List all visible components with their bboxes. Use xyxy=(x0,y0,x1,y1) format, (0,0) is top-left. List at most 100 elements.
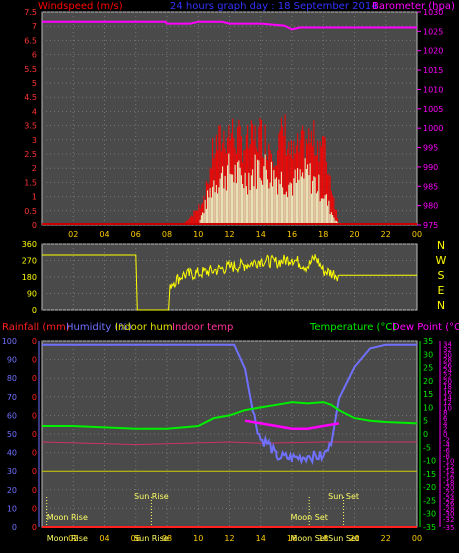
dewpoint-tick-label: 24 xyxy=(443,367,452,375)
p1-x-tick-label: 16 xyxy=(287,230,297,239)
barometer-axis-title: Barometer (hpa) xyxy=(372,1,455,12)
direction-tick-label: 270 xyxy=(22,257,37,266)
dewpoint-tick-label: -22 xyxy=(443,489,454,497)
dewpoint-tick-label: 10 xyxy=(443,404,452,412)
temperature-tick-label: 25 xyxy=(423,364,433,373)
humidity-tick-label: 20 xyxy=(7,486,17,495)
barometer-tick-label: 1015 xyxy=(423,66,443,75)
dewpoint-tick-label: -28 xyxy=(443,505,454,513)
dewpoint-tick-label: -18 xyxy=(443,479,454,487)
chart-title: 24 hours graph day : 18 September 2014 xyxy=(170,1,378,12)
sun-set-label-1: Sun Set xyxy=(328,492,359,501)
rainfall-tick-label: 0 xyxy=(32,449,37,458)
p3-x-tick-label: 04 xyxy=(99,534,109,543)
wind-tick-label: 5 xyxy=(32,79,37,88)
dewpoint-tick-label: 28 xyxy=(443,357,452,365)
barometer-tick-label: 1020 xyxy=(423,47,443,56)
wind-tick-label: 6 xyxy=(32,51,37,60)
p1-x-tick-label: 20 xyxy=(349,230,359,239)
p1-plot-area xyxy=(41,11,418,226)
barometer-tick-label: 975 xyxy=(423,221,438,230)
compass-letter: S xyxy=(438,269,445,282)
p3-x-tick-label: 18 xyxy=(318,534,328,543)
humidity-legend: Humidity (%) xyxy=(66,322,132,333)
dewpoint-tick-label: -35 xyxy=(443,524,454,532)
dewpoint-tick-label: 22 xyxy=(443,373,452,381)
direction-tick-label: 360 xyxy=(22,240,37,249)
dewpoint-tick-label: -14 xyxy=(443,468,455,476)
direction-tick-label: 180 xyxy=(22,273,37,282)
dewpoint-line xyxy=(244,419,340,430)
p3-x-tick-label: 16 xyxy=(287,534,297,543)
p1-x-tick-label: 14 xyxy=(256,230,266,239)
rainfall-tick-label: 0 xyxy=(32,430,37,439)
compass-letter: W xyxy=(436,254,447,267)
humidity-tick-label: 80 xyxy=(7,374,17,383)
direction-tick-label: 90 xyxy=(27,290,37,299)
barometer-tick-label: 990 xyxy=(423,163,438,172)
humidity-tick-label: 30 xyxy=(7,467,17,476)
temperature-tick-label: 0 xyxy=(423,430,428,439)
dewpoint-tick-label: 32 xyxy=(443,346,452,354)
humidity-tick-label: 50 xyxy=(7,430,17,439)
dewpoint-tick-label: -32 xyxy=(443,516,454,524)
humidity-tick-label: 0 xyxy=(12,523,17,532)
p3-x-tick-label: 08 xyxy=(162,534,172,543)
wind-tick-label: 0.5 xyxy=(24,207,37,216)
barometer-tick-label: 985 xyxy=(423,182,438,191)
barometer-tick-label: 980 xyxy=(423,202,438,211)
direction-tick-label: 0 xyxy=(32,306,37,315)
dewpoint-tick-label: 34 xyxy=(443,341,452,349)
barometer-tick-label: 1025 xyxy=(423,27,443,36)
dewpoint-tick-label: -26 xyxy=(443,500,455,508)
dewpoint-tick-label: 8 xyxy=(443,410,447,418)
dewpoint-tick-label: 18 xyxy=(443,383,452,391)
temperature-tick-label: -10 xyxy=(423,457,436,466)
p1-x-tick-label: 08 xyxy=(162,230,172,239)
p3-x-tick-label: 00 xyxy=(412,534,422,543)
temperature-tick-label: -5 xyxy=(423,443,431,452)
rainfall-legend: Rainfall (mm) xyxy=(2,322,70,333)
wind-tick-label: 7 xyxy=(32,22,37,31)
wind-axis-title: Windspeed (m/s) xyxy=(38,1,123,12)
wind-tick-label: 4.5 xyxy=(24,93,37,102)
rainfall-tick-label: 0 xyxy=(32,393,37,402)
temperature-tick-label: 20 xyxy=(423,377,433,386)
p1-x-tick-label: 10 xyxy=(193,230,203,239)
rainfall-tick-label: 0 xyxy=(32,374,37,383)
rainfall-tick-label: 0 xyxy=(32,467,37,476)
p1-x-tick-label: 22 xyxy=(381,230,391,239)
dewpoint-tick-label: 4 xyxy=(443,420,448,428)
barometer-tick-label: 1010 xyxy=(423,85,443,94)
temperature-tick-label: -20 xyxy=(423,483,436,492)
wind-barometer-panel: 0 0.5 1 1.5 2 2.5 3 3.5 4 4.5 5 5.5 6 6.5 7 7.5 975 980 98… xyxy=(24,8,443,239)
temperature-line xyxy=(42,401,418,430)
p1-x-tick-label: 04 xyxy=(99,230,109,239)
rainfall-tick-label: 0 xyxy=(32,523,37,532)
dewpoint-tick-label: 20 xyxy=(443,378,452,386)
p3-x-tick-label: 20 xyxy=(349,534,359,543)
dewpoint-tick-label: 26 xyxy=(443,362,452,370)
rainfall-tick-label: 0 xyxy=(32,504,37,513)
humidity-tick-label: 100 xyxy=(2,337,17,346)
moon-set-label-1: Moon Set xyxy=(290,513,327,522)
humidity-line xyxy=(42,343,417,465)
wind-tick-label: 5.5 xyxy=(24,65,37,74)
p3-x-tick-label: 10 xyxy=(193,534,203,543)
humidity-tick-label: 40 xyxy=(7,449,17,458)
rainfall-tick-label: 0 xyxy=(32,486,37,495)
dewpoint-tick-label: -12 xyxy=(443,463,454,471)
moon-set-label-2: Moon Set xyxy=(290,534,327,543)
rainfall-tick-label: 0 xyxy=(32,337,37,346)
humidity-tick-label: 10 xyxy=(7,504,17,513)
temperature-tick-label: -15 xyxy=(423,470,436,479)
wind-tick-label: 2.5 xyxy=(24,150,37,159)
temperature-tick-label: -30 xyxy=(423,510,436,519)
wind-tick-label: 3.5 xyxy=(24,122,37,131)
wind-tick-label: 3 xyxy=(32,136,37,145)
barometer-tick-label: 1030 xyxy=(423,8,443,17)
sun-rise-label-1: Sun Rise xyxy=(134,492,169,501)
wind-tick-label: 7.5 xyxy=(24,8,37,17)
